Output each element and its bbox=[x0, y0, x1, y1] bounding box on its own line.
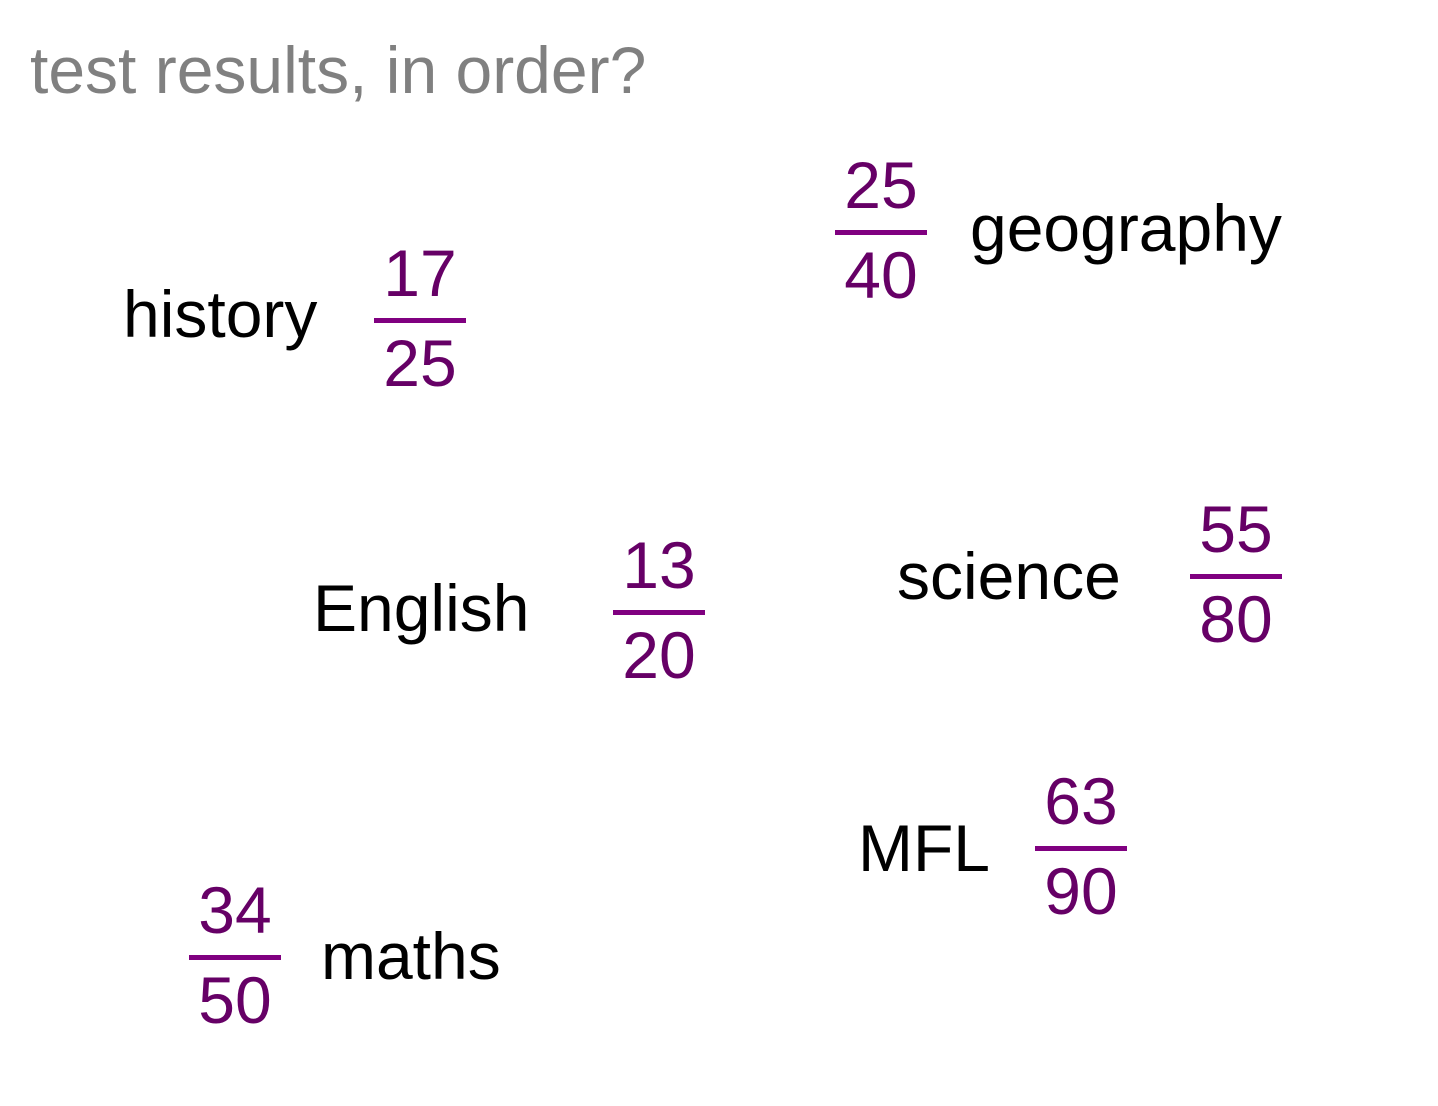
fraction: 34 50 bbox=[189, 877, 281, 1037]
fraction: 17 25 bbox=[374, 240, 466, 400]
subject-label: geography bbox=[970, 191, 1282, 265]
numerator: 17 bbox=[383, 236, 457, 310]
fraction: 13 20 bbox=[613, 532, 705, 692]
denominator: 80 bbox=[1199, 582, 1273, 656]
subject-label: English bbox=[313, 571, 530, 645]
page-title: test results, in order? bbox=[30, 33, 647, 107]
numerator: 63 bbox=[1044, 764, 1118, 838]
denominator: 20 bbox=[622, 618, 696, 692]
numerator: 34 bbox=[198, 873, 272, 947]
denominator: 50 bbox=[198, 963, 272, 1037]
denominator: 90 bbox=[1044, 854, 1118, 928]
fraction: 55 80 bbox=[1190, 496, 1282, 656]
subject-label: history bbox=[123, 277, 318, 351]
fraction: 63 90 bbox=[1035, 768, 1127, 928]
numerator: 13 bbox=[622, 528, 696, 602]
fraction-bar bbox=[835, 230, 927, 235]
subject-label: MFL bbox=[858, 811, 990, 885]
numerator: 25 bbox=[844, 148, 918, 222]
fraction-bar bbox=[1035, 846, 1127, 851]
fraction-bar bbox=[189, 955, 281, 960]
fraction: 25 40 bbox=[835, 152, 927, 312]
fraction-bar bbox=[374, 318, 466, 323]
numerator: 55 bbox=[1199, 492, 1273, 566]
fraction-bar bbox=[613, 610, 705, 615]
subject-label: maths bbox=[321, 919, 501, 993]
fraction-bar bbox=[1190, 574, 1282, 579]
denominator: 40 bbox=[844, 238, 918, 312]
subject-label: science bbox=[897, 539, 1121, 613]
denominator: 25 bbox=[383, 326, 457, 400]
